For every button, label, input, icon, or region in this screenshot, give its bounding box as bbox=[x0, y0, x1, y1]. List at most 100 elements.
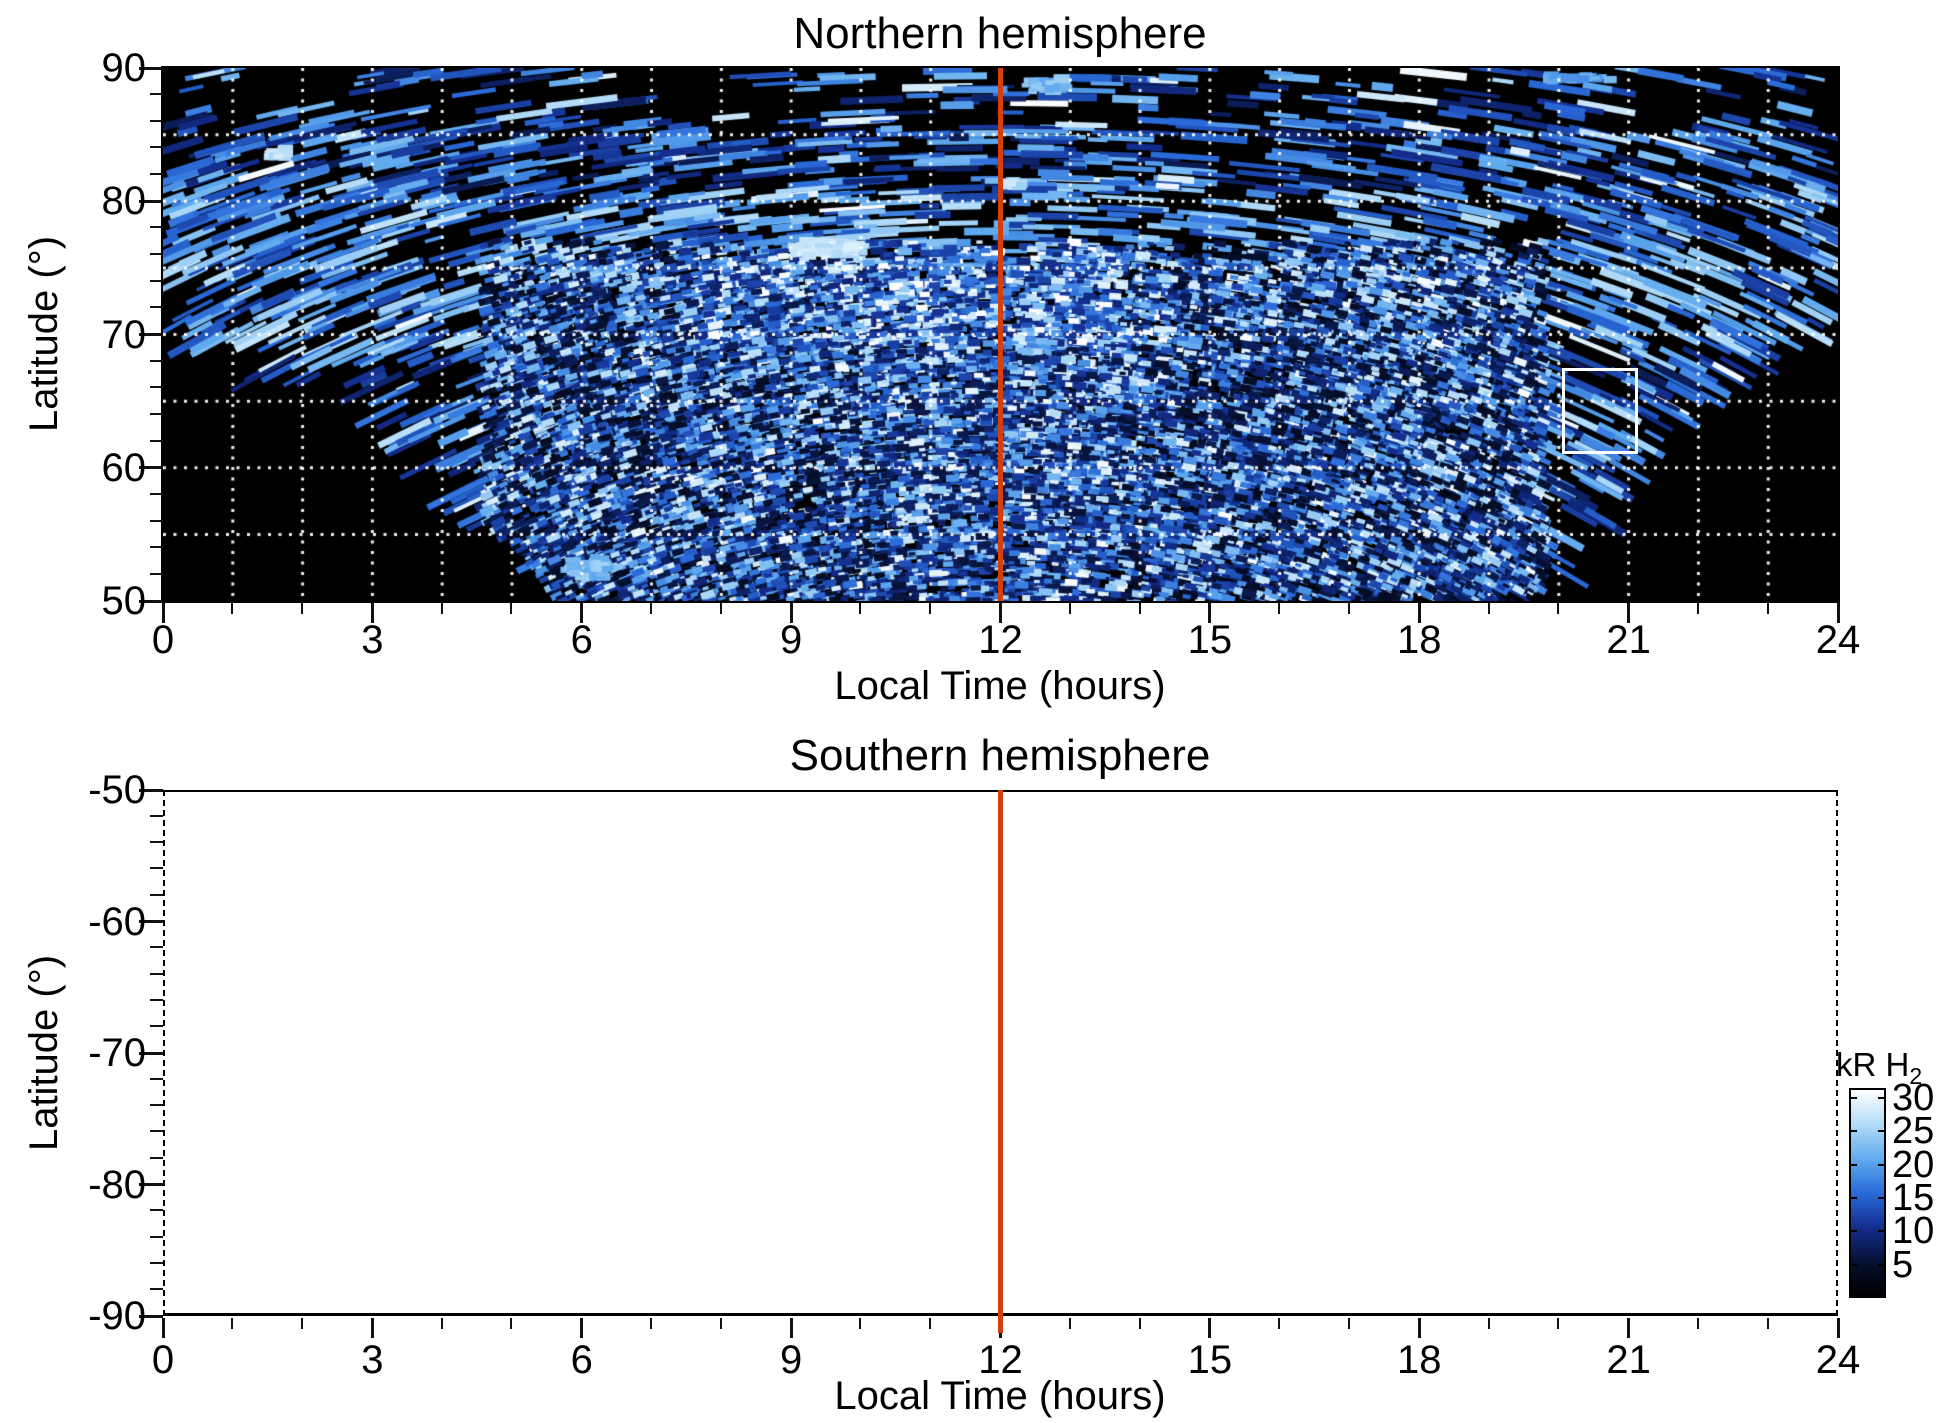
north-ytick-label: 80 bbox=[101, 179, 147, 224]
colorbar-title: kR H2 bbox=[1836, 1048, 1922, 1093]
north-y-tick bbox=[150, 253, 163, 256]
south-x-tick bbox=[650, 1318, 653, 1329]
south-ytick-label: -60 bbox=[88, 899, 146, 944]
north-y-tick bbox=[150, 173, 163, 176]
colorbar-tick bbox=[1849, 1230, 1857, 1233]
south-xtick-label: 0 bbox=[151, 1338, 175, 1382]
south-title: Southern hemisphere bbox=[789, 731, 1211, 780]
south-y-tick bbox=[150, 1104, 163, 1107]
north-y-tick bbox=[150, 519, 163, 522]
north-xtick-label: 21 bbox=[1606, 618, 1651, 662]
north-xtick-label: 18 bbox=[1397, 618, 1442, 662]
south-x-tick bbox=[1347, 1318, 1350, 1329]
north-x-tick bbox=[440, 603, 443, 614]
north-x-tick bbox=[510, 603, 513, 614]
south-x-tick bbox=[1836, 1318, 1840, 1338]
north-x-tick bbox=[859, 603, 862, 614]
north-x-tick bbox=[719, 603, 722, 614]
north-ytick-label: 90 bbox=[101, 46, 147, 90]
north-x-tick bbox=[1068, 603, 1071, 614]
south-x-tick bbox=[1487, 1318, 1490, 1329]
south-x-tick bbox=[1278, 1318, 1281, 1329]
south-xtick-label: 21 bbox=[1606, 1338, 1651, 1382]
north-y-tick bbox=[139, 333, 163, 336]
north-ytick-label: 70 bbox=[101, 312, 147, 357]
south-x-tick bbox=[161, 1318, 165, 1338]
south-y-tick bbox=[150, 1288, 163, 1291]
north-x-tick bbox=[999, 603, 1002, 623]
north-x-tick bbox=[789, 603, 793, 623]
south-x-tick bbox=[1696, 1318, 1699, 1329]
south-y-tick bbox=[150, 1025, 163, 1028]
north-xlabel: Local Time (hours) bbox=[834, 664, 1166, 708]
north-annotation-box bbox=[1562, 367, 1639, 454]
north-y-tick bbox=[139, 66, 163, 70]
colorbar-tick bbox=[1878, 1163, 1886, 1166]
north-x-tick bbox=[370, 603, 374, 623]
north-x-tick bbox=[1347, 603, 1350, 614]
south-x-tick bbox=[789, 1318, 793, 1338]
south-x-tick bbox=[440, 1318, 443, 1329]
north-x-tick bbox=[1138, 603, 1141, 614]
south-y-tick bbox=[150, 1261, 163, 1264]
north-noon-meridian-line bbox=[998, 68, 1003, 601]
colorbar-tick bbox=[1849, 1130, 1857, 1133]
north-y-tick bbox=[150, 439, 163, 442]
north-y-tick bbox=[150, 119, 163, 122]
south-x-tick bbox=[1627, 1318, 1631, 1338]
colorbar-tick bbox=[1849, 1197, 1857, 1199]
colorbar-tick bbox=[1849, 1097, 1857, 1099]
south-xtick-label: 9 bbox=[780, 1338, 803, 1382]
south-y-tick bbox=[139, 920, 163, 923]
south-x-tick bbox=[1138, 1318, 1141, 1329]
colorbar-tick bbox=[1878, 1197, 1886, 1199]
north-y-tick bbox=[150, 306, 163, 309]
south-x-tick bbox=[1417, 1318, 1421, 1338]
north-x-tick bbox=[161, 603, 165, 623]
colorbar-tick-label: 10 bbox=[1892, 1210, 1935, 1253]
north-ytick-label: 60 bbox=[101, 445, 147, 490]
south-x-tick bbox=[1208, 1318, 1212, 1338]
south-x-tick bbox=[1557, 1318, 1560, 1329]
north-y-tick bbox=[150, 279, 163, 282]
south-xtick-label: 24 bbox=[1815, 1338, 1861, 1382]
south-noon-meridian-line bbox=[998, 790, 1003, 1333]
north-x-tick bbox=[1208, 603, 1212, 623]
south-y-tick bbox=[150, 841, 163, 844]
south-ytick-label: -80 bbox=[88, 1162, 146, 1207]
north-x-tick bbox=[231, 603, 234, 614]
north-y-tick bbox=[150, 359, 163, 362]
south-y-tick bbox=[150, 972, 163, 975]
south-ytick-label: -70 bbox=[88, 1031, 146, 1075]
north-xtick-label: 12 bbox=[978, 618, 1023, 662]
south-y-tick bbox=[150, 867, 163, 870]
south-xlabel: Local Time (hours) bbox=[834, 1374, 1166, 1418]
north-xtick-label: 0 bbox=[151, 618, 175, 662]
colorbar-tick-label: 20 bbox=[1892, 1143, 1935, 1186]
south-y-tick bbox=[150, 1130, 163, 1133]
north-y-tick bbox=[150, 546, 163, 549]
colorbar bbox=[1849, 1088, 1886, 1298]
colorbar-tick bbox=[1849, 1263, 1857, 1266]
north-x-tick bbox=[650, 603, 653, 614]
north-y-tick bbox=[139, 199, 163, 203]
south-y-tick bbox=[150, 814, 163, 817]
south-ytick-label: -90 bbox=[88, 1294, 146, 1338]
south-x-tick bbox=[231, 1318, 234, 1329]
south-y-tick bbox=[150, 998, 163, 1001]
colorbar-tick-label: 5 bbox=[1892, 1243, 1914, 1286]
south-x-tick bbox=[370, 1318, 374, 1338]
south-xtick-label: 15 bbox=[1187, 1338, 1233, 1382]
north-ytick-label: 50 bbox=[101, 579, 147, 623]
north-title: Northern hemisphere bbox=[793, 9, 1207, 58]
north-y-tick bbox=[150, 386, 163, 389]
north-y-tick bbox=[150, 492, 163, 495]
north-xtick-label: 15 bbox=[1187, 618, 1233, 662]
north-y-tick bbox=[150, 146, 163, 149]
south-y-tick bbox=[150, 1156, 163, 1159]
north-x-tick bbox=[1627, 603, 1631, 623]
south-xtick-label: 12 bbox=[978, 1338, 1023, 1382]
south-ytick-label: -50 bbox=[88, 768, 146, 812]
colorbar-tick bbox=[1878, 1130, 1886, 1133]
north-y-tick bbox=[139, 599, 163, 603]
